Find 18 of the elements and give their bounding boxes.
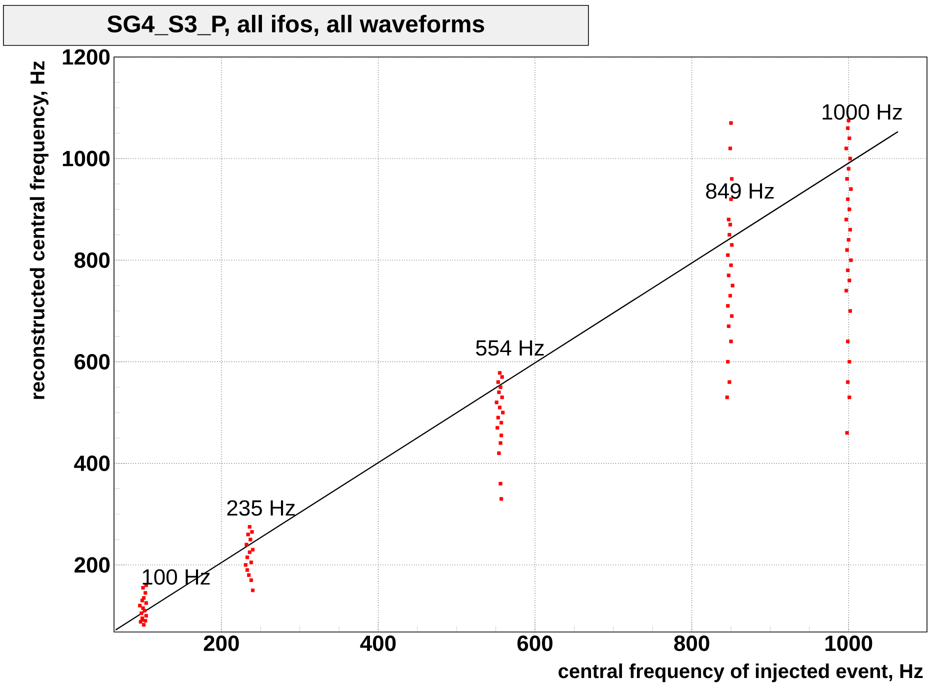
annotation: 849 Hz bbox=[706, 183, 774, 199]
chart-title: SG4_S3_P, all ifos, all waveforms bbox=[107, 14, 484, 36]
x-tick-label: 200 bbox=[204, 636, 239, 652]
y-axis-title: reconstructed central frequency, Hz bbox=[30, 61, 48, 399]
annotation: 554 Hz bbox=[476, 340, 544, 356]
x-tick-label: 800 bbox=[674, 636, 710, 652]
y-tick-label: 1200 bbox=[62, 49, 110, 65]
x-tick-label: 1000 bbox=[826, 636, 872, 652]
x-tick-label: 400 bbox=[360, 636, 396, 652]
x-axis-title: central frequency of injected event, Hz bbox=[558, 664, 923, 682]
x-tick-label: 600 bbox=[517, 636, 552, 652]
y-tick-label: 400 bbox=[74, 456, 110, 472]
y-tick-label: 200 bbox=[74, 557, 110, 573]
y-tick-label: 600 bbox=[74, 354, 110, 370]
annotation: 1000 Hz bbox=[822, 104, 902, 120]
annotation: 235 Hz bbox=[227, 500, 295, 516]
y-tick-label: 1000 bbox=[62, 150, 110, 166]
y-tick-label: 800 bbox=[74, 252, 110, 268]
